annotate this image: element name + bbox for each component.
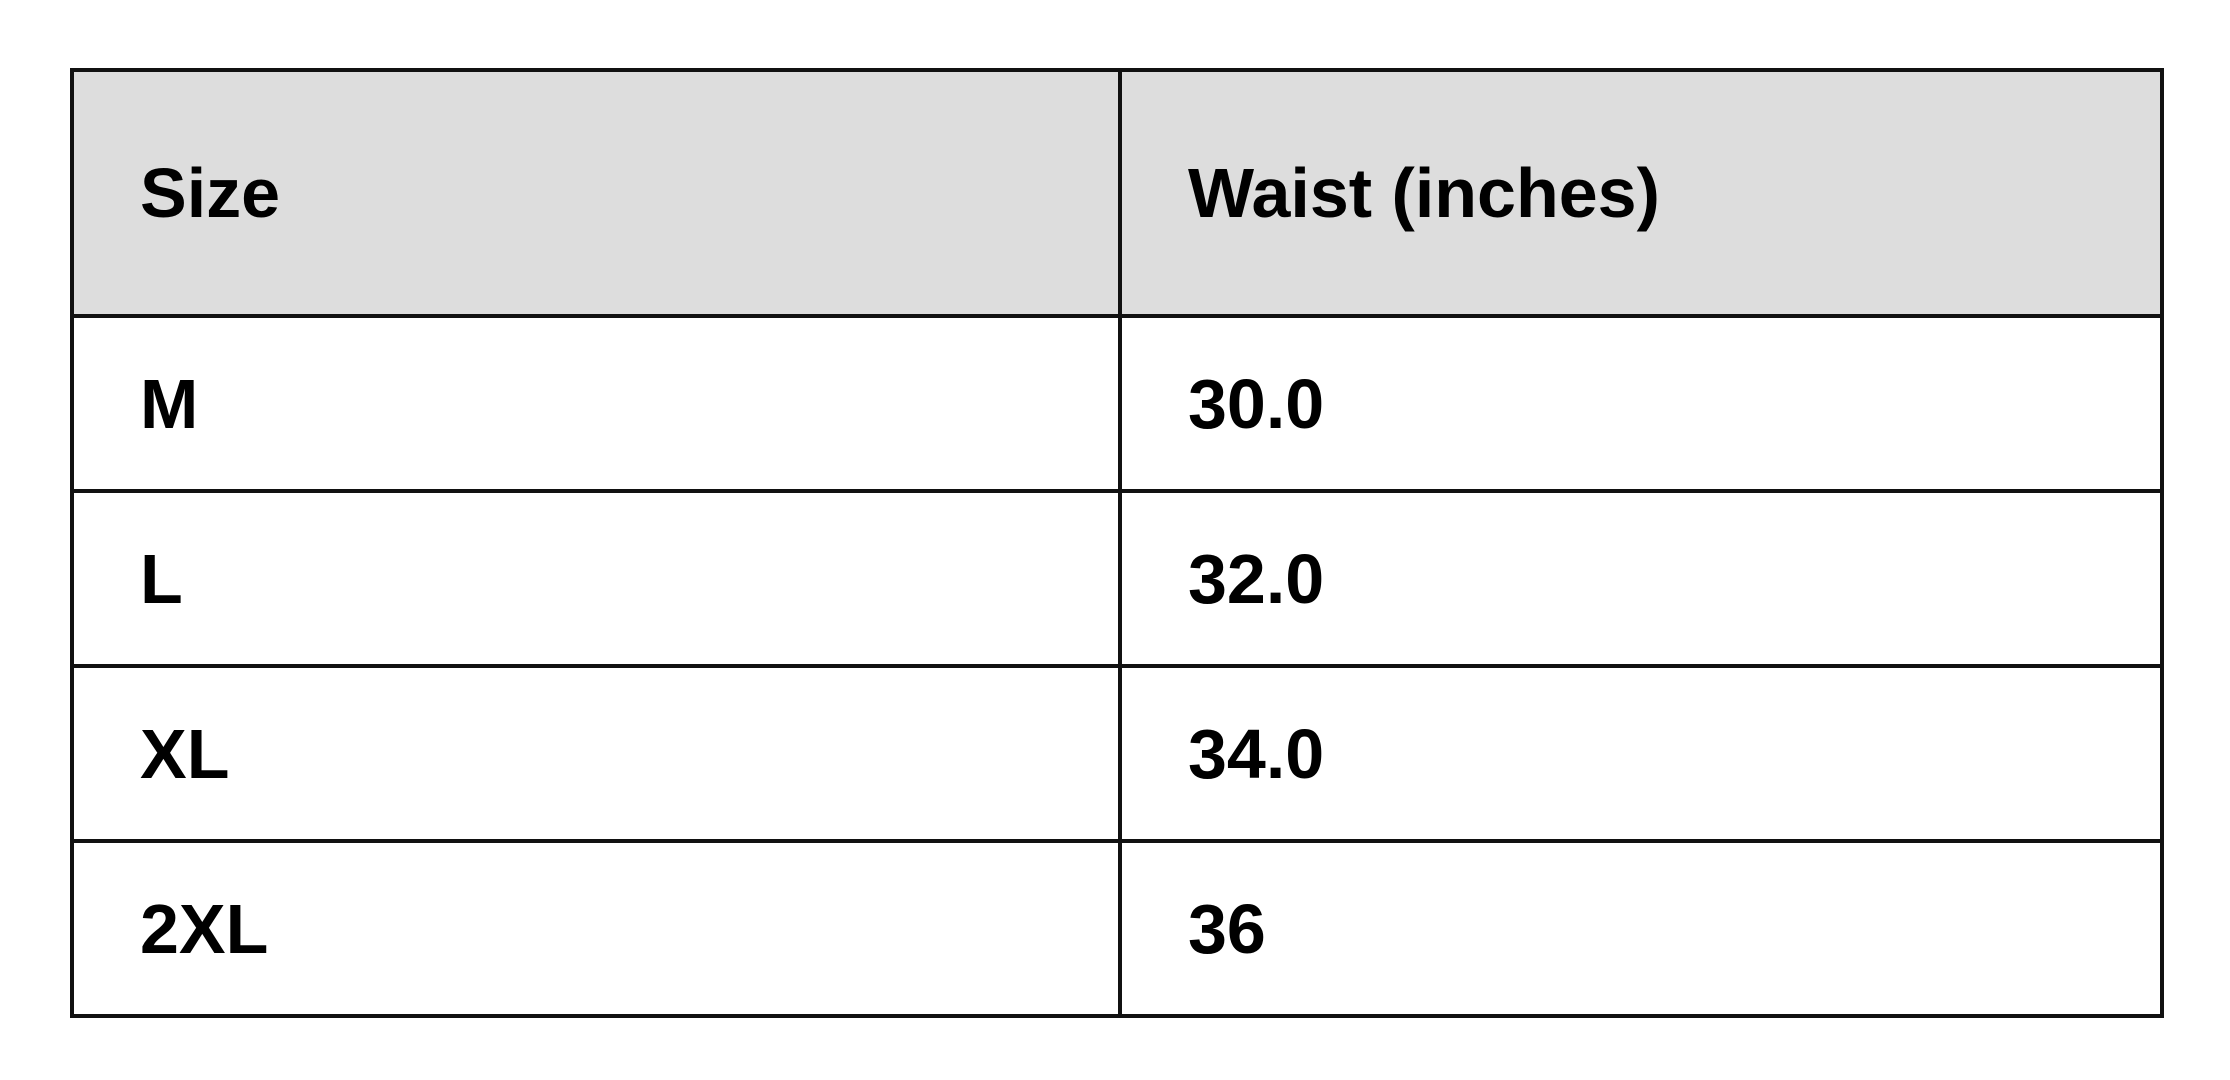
table-row: 2XL 36 (70, 839, 2164, 1018)
size-chart-table: Size Waist (inches) M 30.0 L 32.0 XL 34.… (70, 68, 2164, 1018)
cell-size: XL (70, 664, 1122, 843)
cell-size: 2XL (70, 839, 1122, 1018)
table-row: M 30.0 (70, 314, 2164, 493)
header-row: Size Waist (inches) (70, 68, 2164, 318)
header-waist: Waist (inches) (1118, 68, 2164, 318)
cell-waist: 32.0 (1118, 489, 2164, 668)
cell-waist: 30.0 (1118, 314, 2164, 493)
cell-waist: 34.0 (1118, 664, 2164, 843)
table-row: XL 34.0 (70, 664, 2164, 843)
cell-waist: 36 (1118, 839, 2164, 1018)
table-row: L 32.0 (70, 489, 2164, 668)
header-size: Size (70, 68, 1122, 318)
cell-size: L (70, 489, 1122, 668)
cell-size: M (70, 314, 1122, 493)
